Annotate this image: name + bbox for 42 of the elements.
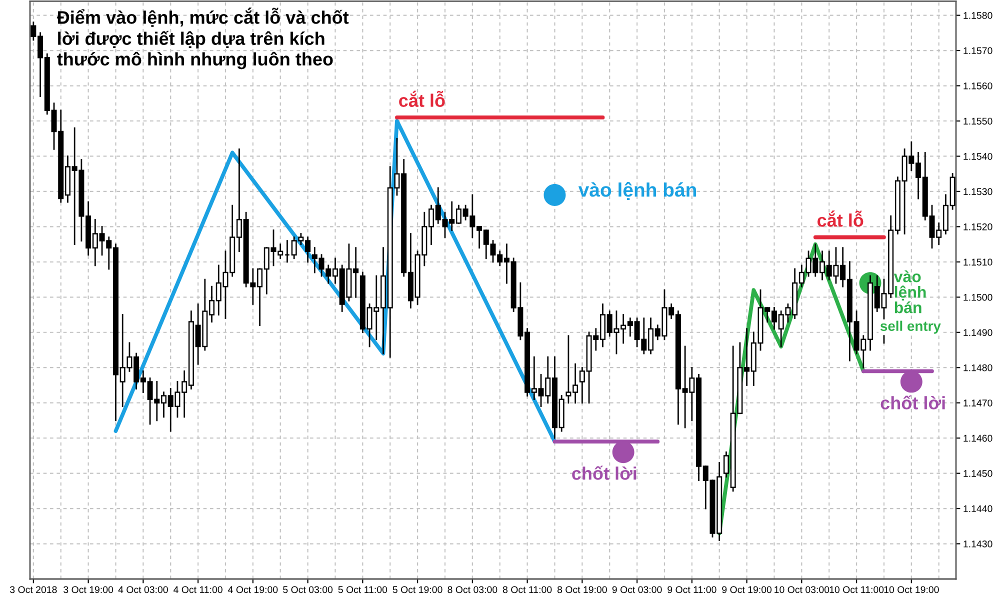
y-tick-label: 1.1440 — [964, 505, 992, 512]
point — [544, 184, 566, 206]
x-tick-label: 8 Oct 19:00 — [557, 586, 607, 594]
y-tick-label: 1.1490 — [964, 329, 992, 336]
x-tick-label: 9 Oct 11:00 — [668, 586, 716, 594]
y-tick-label: 1.1500 — [964, 294, 992, 301]
series-label: vào lệnh bán — [894, 270, 926, 314]
series-label: chốt lời — [572, 466, 636, 480]
y-tick-label: 1.1510 — [964, 258, 992, 266]
x-tick-label: 9 Oct 03:00 — [612, 586, 662, 594]
x-tick-label: 4 Oct 03:00 — [118, 586, 168, 594]
y-tick-label: 1.1540 — [964, 152, 992, 160]
y-tick-label: 1.1480 — [964, 364, 992, 372]
y-tick-label: 1.1580 — [964, 12, 992, 19]
series-label: vào lệnh bán — [578, 182, 696, 200]
series-label: cắt lỗ — [817, 210, 864, 227]
x-tick-label: 4 Oct 11:00 — [174, 586, 222, 594]
x-tick-label: 4 Oct 19:00 — [228, 586, 278, 594]
y-tick-label: 1.1560 — [964, 82, 992, 90]
y-tick-label: 1.1570 — [964, 47, 992, 54]
series-label: cắt lỗ — [399, 90, 445, 107]
text: Điểm vào lệnh, mức cắt lỗ và chốt lời được thiết lập dựa trên kích thước mô hình nhưng luôn theo — [56, 8, 349, 70]
x-tick-label: 10 Oct 19:00 — [884, 586, 939, 594]
y-tick-label: 1.1520 — [964, 223, 992, 230]
x-tick-label: 10 Oct 03:00 — [774, 586, 830, 594]
annotation: sell entry — [880, 320, 941, 334]
x-tick-label: 5 Oct 19:00 — [392, 586, 442, 594]
y-tick-label: 1.1460 — [964, 434, 992, 442]
y-tick-label: 1.1470 — [964, 400, 992, 406]
x-tick-label: 3 Oct 19:00 — [64, 586, 114, 594]
y-tick-label: 1.1430 — [964, 540, 992, 548]
series-label: chốt lời — [880, 395, 945, 410]
x-tick-label: 8 Oct 11:00 — [502, 586, 552, 594]
x-tick-label: 3 Oct 2018 — [10, 586, 57, 594]
y-tick-label: 1.1450 — [964, 470, 992, 477]
x-tick-label: 8 Oct 03:00 — [448, 586, 498, 594]
x-tick-label: 5 Oct 03:00 — [283, 586, 333, 594]
y-tick-label: 1.1530 — [964, 188, 992, 196]
x-tick-label: 5 Oct 11:00 — [338, 586, 388, 594]
y-tick-label: 1.1550 — [964, 118, 992, 125]
x-tick-label: 9 Oct 19:00 — [722, 586, 772, 594]
x-tick-label: 10 Oct 11:00 — [830, 586, 884, 594]
